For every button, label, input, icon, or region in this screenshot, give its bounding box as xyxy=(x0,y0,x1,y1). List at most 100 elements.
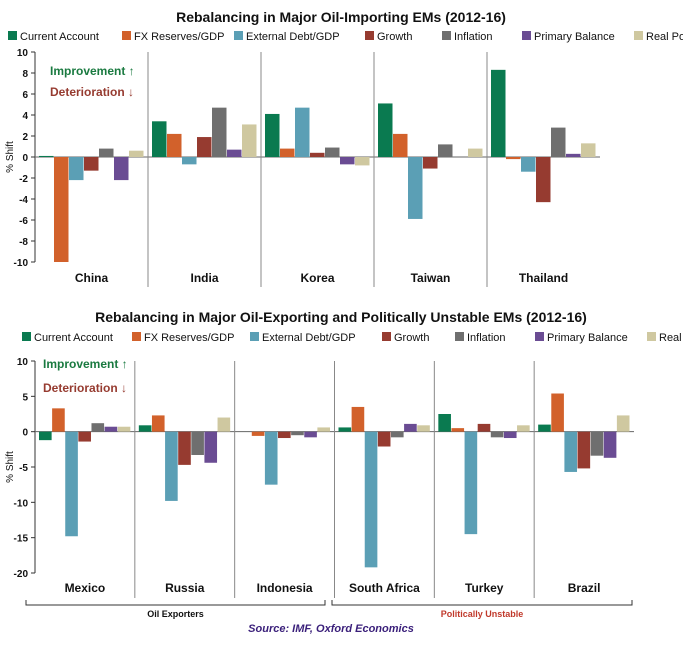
bar-indonesia-inflation xyxy=(291,431,304,436)
legend-label-fx-reserves-gdp: FX Reserves/GDP xyxy=(134,31,224,43)
bar-mexico-external-debt-gdp xyxy=(65,431,78,537)
bar-south-africa-growth xyxy=(377,431,391,447)
improvement-annotation: Improvement ↑ xyxy=(50,64,135,78)
legend-marker-external-debt-gdp xyxy=(234,31,243,40)
legend-marker-external-debt-gdp xyxy=(250,332,259,341)
bar-russia-fx-reserves-gdp xyxy=(151,415,165,432)
y-tick-label: -20 xyxy=(14,569,29,580)
bar-thailand-primary-balance xyxy=(566,153,581,157)
chart-title: Rebalancing in Major Oil-Exporting and P… xyxy=(95,309,587,325)
bar-brazil-external-debt-gdp xyxy=(564,431,578,472)
legend-marker-current-account xyxy=(22,332,31,341)
bar-brazil-inflation xyxy=(590,431,604,456)
y-tick-label: -4 xyxy=(19,195,28,206)
bar-korea-real-policy-rates xyxy=(355,157,370,166)
y-tick-label: -6 xyxy=(19,216,28,227)
bar-korea-inflation xyxy=(325,147,340,157)
category-label-thailand: Thailand xyxy=(519,271,568,285)
bar-taiwan-current-account xyxy=(378,103,393,157)
bar-indonesia-fx-reserves-gdp xyxy=(251,431,265,436)
y-tick-label: -15 xyxy=(14,534,29,545)
bar-india-current-account xyxy=(152,121,167,157)
legend-marker-primary-balance xyxy=(535,332,544,341)
legend-label-primary-balance: Primary Balance xyxy=(534,31,615,43)
legend-label-real-policy-rates: Real Policy Rates xyxy=(646,31,683,43)
y-axis-label: % Shift xyxy=(5,141,16,173)
y-tick-label: 6 xyxy=(22,90,28,101)
bar-india-inflation xyxy=(212,107,227,157)
bar-mexico-primary-balance xyxy=(104,426,118,432)
legend-label-current-account: Current Account xyxy=(34,332,113,344)
legend-label-external-debt-gdp: External Debt/GDP xyxy=(262,332,356,344)
y-axis-label: % Shift xyxy=(5,451,16,483)
bar-south-africa-external-debt-gdp xyxy=(364,431,378,568)
category-label-russia: Russia xyxy=(165,581,205,595)
bar-taiwan-inflation xyxy=(438,144,453,157)
bar-mexico-inflation xyxy=(91,423,105,432)
bar-brazil-primary-balance xyxy=(603,431,617,458)
politically-unstable-label: Politically Unstable xyxy=(441,609,524,619)
legend-label-primary-balance: Primary Balance xyxy=(547,332,628,344)
bar-russia-real-policy-rates xyxy=(217,417,231,432)
bar-korea-growth xyxy=(310,152,325,157)
bar-indonesia-external-debt-gdp xyxy=(264,431,278,485)
y-tick-label: 2 xyxy=(22,132,28,143)
bar-turkey-fx-reserves-gdp xyxy=(451,428,465,432)
oil-exporters-bracket xyxy=(25,600,326,606)
category-label-south-africa: South Africa xyxy=(349,581,420,595)
bar-south-africa-real-policy-rates xyxy=(417,425,430,432)
y-tick-label: 10 xyxy=(17,48,29,59)
bar-indonesia-growth xyxy=(278,431,291,439)
bar-china-growth xyxy=(84,157,99,171)
bar-india-fx-reserves-gdp xyxy=(167,133,182,157)
bar-korea-fx-reserves-gdp xyxy=(280,148,295,157)
source-note: Source: IMF, Oxford Economics xyxy=(248,623,414,635)
bar-thailand-external-debt-gdp xyxy=(521,157,536,172)
y-tick-label: -10 xyxy=(14,498,29,509)
bar-turkey-real-policy-rates xyxy=(517,425,530,432)
legend-marker-growth xyxy=(365,31,374,40)
bar-south-africa-primary-balance xyxy=(404,423,417,432)
legend-label-fx-reserves-gdp: FX Reserves/GDP xyxy=(144,332,234,344)
bar-brazil-growth xyxy=(577,431,591,469)
deterioration-annotation: Deterioration ↓ xyxy=(43,381,127,395)
category-label-brazil: Brazil xyxy=(568,581,601,595)
bar-indonesia-real-policy-rates xyxy=(317,427,330,432)
bar-china-fx-reserves-gdp xyxy=(54,157,69,262)
bar-india-external-debt-gdp xyxy=(182,157,197,165)
bar-russia-inflation xyxy=(191,431,204,455)
y-tick-label: 0 xyxy=(22,153,28,164)
legend-label-real-policy-rates: Real Policy Rates xyxy=(659,332,683,344)
category-label-taiwan: Taiwan xyxy=(411,271,451,285)
bar-taiwan-real-policy-rates xyxy=(468,148,483,157)
legend-marker-real-policy-rates xyxy=(647,332,656,341)
bar-thailand-growth xyxy=(536,157,551,203)
bar-mexico-current-account xyxy=(39,431,52,441)
bar-turkey-current-account xyxy=(438,414,451,432)
bar-mexico-real-policy-rates xyxy=(117,426,131,432)
bar-china-external-debt-gdp xyxy=(69,157,84,181)
bar-korea-external-debt-gdp xyxy=(295,107,310,157)
legend-marker-fx-reserves-gdp xyxy=(132,332,141,341)
bar-india-growth xyxy=(197,137,212,157)
y-tick-label: -8 xyxy=(19,237,28,248)
legend-marker-inflation xyxy=(442,31,451,40)
y-tick-label: 8 xyxy=(22,69,28,80)
bar-mexico-growth xyxy=(78,431,91,442)
bar-south-africa-inflation xyxy=(390,431,404,438)
category-label-korea: Korea xyxy=(300,271,334,285)
bar-russia-external-debt-gdp xyxy=(165,431,178,501)
category-label-india: India xyxy=(190,271,218,285)
legend-marker-fx-reserves-gdp xyxy=(122,31,131,40)
legend-marker-inflation xyxy=(455,332,464,341)
bar-thailand-fx-reserves-gdp xyxy=(506,157,521,160)
bar-taiwan-growth xyxy=(423,157,438,169)
bar-taiwan-fx-reserves-gdp xyxy=(393,133,408,157)
legend-label-external-debt-gdp: External Debt/GDP xyxy=(246,31,340,43)
bar-china-real-policy-rates xyxy=(129,150,144,157)
bar-thailand-inflation xyxy=(551,127,566,157)
legend-marker-current-account xyxy=(8,31,17,40)
politically-unstable-bracket xyxy=(331,600,633,606)
bar-russia-growth xyxy=(178,431,191,465)
